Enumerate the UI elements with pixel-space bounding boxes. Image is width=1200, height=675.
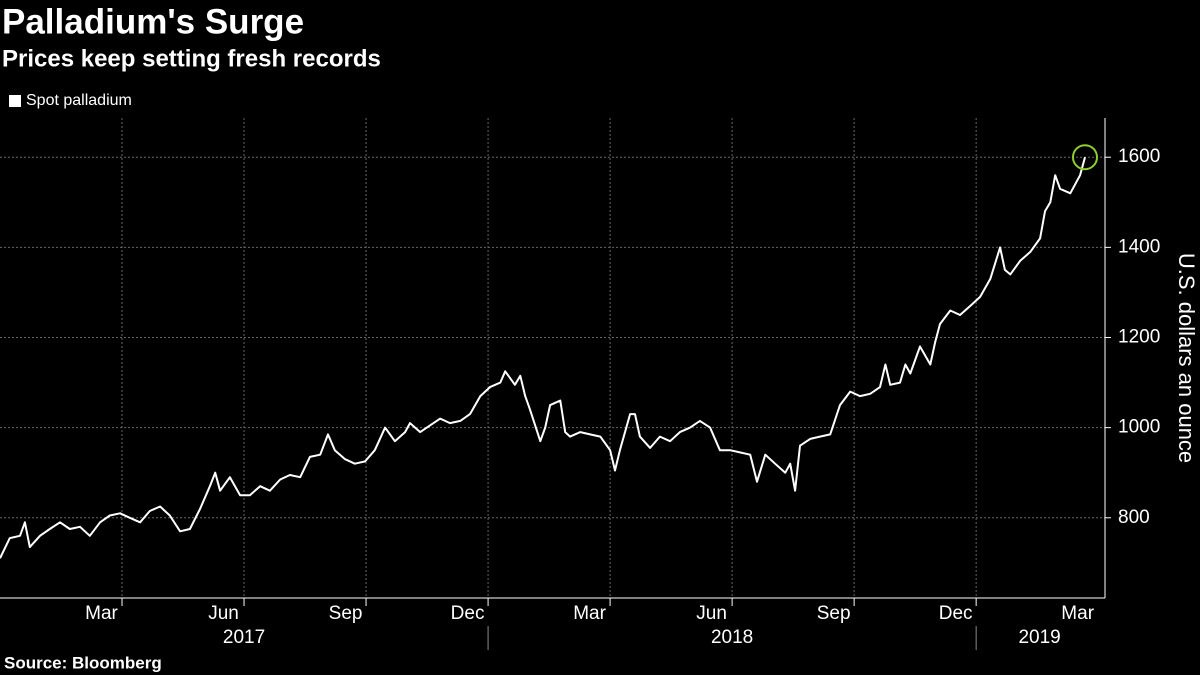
x-tick-label: Jun xyxy=(696,603,727,624)
y-tick-label: 800 xyxy=(1118,507,1150,528)
x-tick-label: Mar xyxy=(85,603,118,624)
x-tick-label: Mar xyxy=(573,603,606,624)
year-label: 2018 xyxy=(711,627,753,648)
x-tick-label: Jun xyxy=(208,603,239,624)
highlight-marker xyxy=(1071,144,1098,171)
legend-swatch xyxy=(9,95,21,107)
legend-label: Spot palladium xyxy=(26,92,132,109)
year-label: 2017 xyxy=(223,627,265,648)
x-tick-label: Sep xyxy=(329,603,363,624)
x-tick-label: Dec xyxy=(451,603,485,624)
x-tick-label: Mar xyxy=(1061,603,1094,624)
y-tick-label: 1400 xyxy=(1118,236,1160,257)
chart-subtitle: Prices keep setting fresh records xyxy=(2,45,381,72)
y-axis-label: U.S. dollars an ounce xyxy=(1174,253,1199,463)
year-label: 2019 xyxy=(1018,627,1060,648)
y-tick-label: 1200 xyxy=(1118,327,1160,348)
chart-title: Palladium's Surge xyxy=(2,2,304,41)
x-tick-label: Sep xyxy=(817,603,851,624)
x-tick-label: Dec xyxy=(939,603,973,624)
y-tick-label: 1600 xyxy=(1118,146,1160,167)
line-series xyxy=(0,156,1086,559)
y-tick-label: 1000 xyxy=(1118,417,1160,438)
source: Source: Bloomberg xyxy=(4,653,162,672)
